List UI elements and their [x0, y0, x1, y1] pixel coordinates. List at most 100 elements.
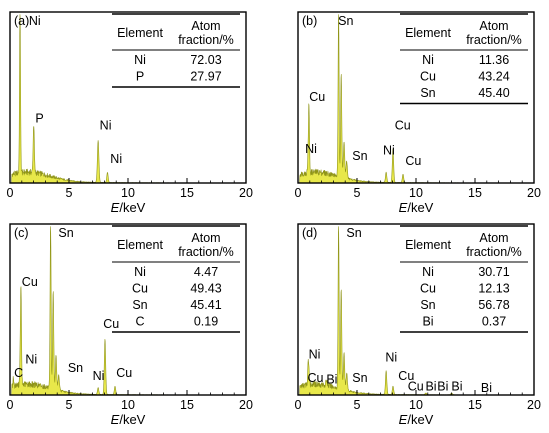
table-cell-element: Ni: [422, 265, 434, 279]
peak-label-ni: Ni: [29, 14, 41, 28]
table-header-fraction: fraction/%: [178, 33, 234, 47]
table-cell-fraction: 12.13: [478, 282, 509, 296]
peak-label-bi: Bi: [425, 379, 436, 393]
x-axis-label: E/keV: [111, 412, 146, 427]
peak-label-cu: Cu: [408, 379, 424, 393]
table-cell-fraction: 4.47: [194, 265, 218, 279]
peak-label-ni: Ni: [25, 352, 37, 366]
x-tick-label: 20: [527, 398, 541, 412]
peak-label-ni: Ni: [100, 118, 112, 132]
table-cell-element: Cu: [420, 70, 436, 84]
peak-label-ni: Ni: [385, 351, 397, 365]
x-tick-label: 15: [468, 398, 482, 412]
x-tick-label: 5: [354, 398, 361, 412]
table-header-element: Element: [405, 26, 451, 40]
x-tick-label: 5: [66, 186, 73, 200]
table-cell-fraction: 0.19: [194, 315, 218, 329]
peak-label-ni: Ni: [309, 347, 321, 361]
peak-label-sn: Sn: [338, 14, 353, 28]
x-tick-label: 0: [7, 398, 14, 412]
table-cell-fraction: 27.97: [190, 70, 221, 84]
peak-label-cu: Cu: [309, 90, 325, 104]
table-cell-element: Sn: [420, 86, 435, 100]
table-cell-fraction: 11.36: [479, 53, 509, 67]
table-cell-element: P: [136, 70, 144, 84]
x-tick-label: 20: [239, 186, 253, 200]
table-cell-element: Ni: [134, 265, 146, 279]
x-tick-label: 15: [180, 398, 194, 412]
peak-label-cu: Cu: [103, 317, 119, 331]
table-cell-fraction: 43.24: [478, 70, 509, 84]
table-header-atom: Atom: [479, 231, 508, 245]
table-header-element: Element: [405, 238, 451, 252]
table-cell-fraction: 56.78: [478, 298, 509, 312]
x-axis-label: E/keV: [399, 200, 434, 215]
table-cell-fraction: 0.37: [482, 315, 506, 329]
x-tick-label: 10: [409, 186, 423, 200]
table-header-fraction: fraction/%: [466, 33, 522, 47]
x-axis-label: E/keV: [111, 200, 146, 215]
table-cell-element: Cu: [420, 282, 436, 296]
peak-label-sn: Sn: [352, 149, 367, 163]
panel-label: (b): [302, 14, 317, 28]
panel-label: (c): [14, 226, 29, 240]
table-cell-fraction: 30.71: [478, 265, 509, 279]
peak-label-cu: Cu: [22, 275, 38, 289]
x-tick-label: 20: [527, 186, 541, 200]
table-header-fraction: fraction/%: [466, 245, 522, 259]
table-header-atom: Atom: [191, 19, 220, 33]
peak-label-bi: Bi: [481, 381, 492, 395]
table-cell-element: Ni: [422, 53, 434, 67]
x-tick-label: 0: [7, 186, 14, 200]
table-header-element: Element: [117, 26, 163, 40]
peak-label-bi: Bi: [451, 379, 462, 393]
panel-label: (a): [14, 14, 29, 28]
peak-label-ni: Ni: [93, 369, 105, 383]
peak-label-cu: Cu: [307, 371, 323, 385]
x-tick-label: 5: [66, 398, 73, 412]
peak-label-cu: Cu: [398, 369, 414, 383]
panel-label: (d): [302, 226, 317, 240]
peak-label-bi: Bi: [437, 379, 448, 393]
x-tick-label: 20: [239, 398, 253, 412]
table-cell-element: Ni: [134, 53, 146, 67]
table-cell-element: Cu: [132, 282, 148, 296]
x-tick-label: 10: [121, 186, 135, 200]
peak-label-sn: Sn: [58, 226, 73, 240]
peak-label-p: P: [35, 112, 43, 126]
eds-panel-c: 0 5 10 15 20 E/keV (c) Cu Ni C Sn Sn Ni Cu Cu Element At…: [7, 221, 253, 431]
peak-label-bi: Bi: [326, 373, 337, 387]
eds-panel-a: 0 5 10 15 20 E/keV (a) Ni P Ni Ni Element Atom fracti…: [7, 9, 253, 219]
x-tick-label: 10: [409, 398, 423, 412]
x-tick-label: 0: [295, 186, 302, 200]
table-cell-element: Sn: [132, 298, 147, 312]
x-tick-label: 15: [180, 186, 194, 200]
eds-panel-d: 0 5 10 15 20 E/keV (d) Ni Cu Bi Sn Sn Ni Cu Cu Bi Bi Bi Bi…: [295, 221, 541, 431]
table-cell-element: C: [135, 315, 144, 329]
peak-label-sn: Sn: [352, 371, 367, 385]
peak-label-sn: Sn: [346, 226, 361, 240]
peak-label-cu: Cu: [405, 154, 421, 168]
eds-panel-b: 0 5 10 15 20 E/keV (b) Cu Ni Sn Sn Ni Cu Cu Element Ato…: [295, 9, 541, 219]
x-tick-label: 10: [121, 398, 135, 412]
x-tick-label: 5: [354, 186, 361, 200]
table-header-fraction: fraction/%: [178, 245, 234, 259]
table-cell-element: Bi: [422, 315, 433, 329]
peak-label-ni: Ni: [383, 144, 395, 158]
peak-label-ni: Ni: [110, 152, 122, 166]
peak-label-cu: Cu: [116, 366, 132, 380]
peak-label-sn: Sn: [68, 361, 83, 375]
x-tick-label: 0: [295, 398, 302, 412]
peak-label-c: C: [14, 366, 23, 380]
peak-label-ni: Ni: [305, 142, 317, 156]
table-cell-fraction: 49.43: [190, 282, 221, 296]
peak-label-cu: Cu: [395, 118, 411, 132]
